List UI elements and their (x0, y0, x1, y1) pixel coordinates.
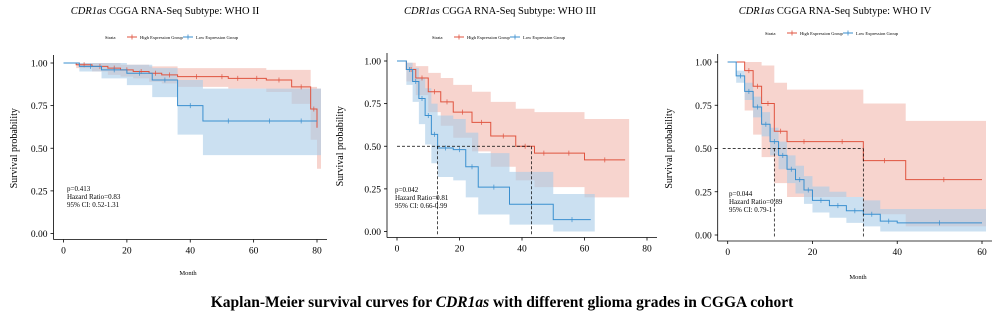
x-tick-label: 40 (892, 248, 902, 258)
stat-annotation-2: 95% CI: 0.79-1 (729, 206, 773, 214)
y-tick-label: 0.50 (695, 145, 712, 155)
y-tick-label: 0.50 (364, 143, 381, 153)
legend-label-low: Low Expression Group (523, 35, 566, 40)
km-curve-high (397, 60, 626, 161)
legend-title: Strata (765, 31, 776, 36)
y-tick-label: 1.00 (695, 59, 712, 69)
x-tick-label: 40 (186, 247, 196, 257)
y-tick-label: 0.25 (364, 185, 381, 195)
ci-band-low (727, 62, 986, 232)
y-tick-label: 0.75 (695, 102, 712, 112)
km-curve-high (63, 62, 318, 128)
legend-label-low: Low Expression Group (196, 35, 239, 40)
stat-annotation-1: Hazard Ratio=0.81 (395, 194, 449, 202)
y-tick-label: 0.00 (695, 232, 712, 242)
y-tick-label: 0.75 (31, 102, 48, 112)
legend: Strata High Expression Group Low Expressio… (105, 34, 239, 40)
panel-title-gene: CDR1as (71, 6, 107, 17)
ci-band-low (63, 63, 321, 156)
x-tick-label: 40 (517, 245, 527, 255)
legend-title: Strata (432, 35, 443, 40)
panel-title-gene: CDR1as (404, 6, 440, 17)
y-tick-label: 1.00 (31, 60, 48, 70)
y-tick-label: 0.75 (364, 100, 381, 110)
panel-title-text: CGGA RNA-Seq Subtype: WHO IV (774, 6, 931, 17)
km-panel-4: CDR1as CGGA RNA-Seq Subtype: WHO IV Strat… (664, 6, 992, 281)
legend-label-low: Low Expression Group (856, 31, 899, 36)
y-axis-label: Survival probability (664, 108, 675, 188)
axes: 0.00 0.25 0.50 0.75 1.00 0 20 40 60 80 Survival pr… (335, 53, 657, 255)
km-panel-3: CDR1as CGGA RNA-Seq Subtype: WHO III Stra… (335, 6, 657, 255)
ci-band-low (397, 61, 595, 232)
legend-title: Strata (105, 35, 116, 40)
legend: Strata High Expression Group Low Expressio… (432, 34, 566, 40)
ci-band-high (727, 62, 986, 227)
stat-annotation-2: 95% CI: 0.52-1.31 (67, 201, 120, 209)
x-tick-label: 0 (725, 248, 730, 258)
y-axis-label: Survival probability (335, 106, 346, 186)
axes: 0.00 0.25 0.50 0.75 1.00 0 20 40 60 Survival prob… (664, 54, 992, 281)
axes: 0.00 0.25 0.50 0.75 1.00 0 20 40 60 80 Survival pr… (9, 55, 327, 277)
x-tick-label: 80 (642, 245, 652, 255)
legend-label-high: High Expression Group (467, 35, 510, 40)
caption-gene: CDR1as (435, 294, 490, 311)
y-tick-label: 0.50 (31, 145, 48, 155)
x-tick-label: 60 (580, 245, 590, 255)
km-curve-low (397, 60, 591, 221)
figure-caption: Kaplan-Meier survival curves for CDR1as … (0, 294, 1004, 312)
y-axis-label: Survival probability (9, 108, 20, 188)
x-tick-label: 60 (977, 248, 987, 258)
stat-annotation-0: p=0.042 (395, 186, 419, 194)
panel-title: CDR1as CGGA RNA-Seq Subtype: WHO III (404, 6, 597, 17)
legend-label-high: High Expression Group (140, 35, 183, 40)
panel-title-text: CGGA RNA-Seq Subtype: WHO II (106, 6, 259, 17)
y-tick-label: 0.25 (695, 188, 712, 198)
y-tick-label: 0.00 (364, 228, 381, 238)
panel-title-text: CGGA RNA-Seq Subtype: WHO III (440, 6, 597, 17)
x-axis-label: Month (849, 274, 867, 281)
stat-annotation-1: Hazard Ratio=0.89 (729, 198, 783, 206)
legend-label-high: High Expression Group (800, 31, 843, 36)
stat-annotation-0: p=0.044 (729, 190, 753, 198)
y-tick-label: 1.00 (364, 58, 381, 68)
panel-title-gene: CDR1as (739, 6, 775, 17)
x-tick-label: 20 (122, 247, 132, 257)
x-axis-label: Month (179, 270, 197, 277)
ci-band-high (397, 61, 630, 198)
x-tick-label: 80 (312, 247, 322, 257)
km-curve-high (727, 61, 982, 181)
stat-annotation-0: p=0.413 (67, 185, 91, 193)
stat-annotation-1: Hazard Ratio=0.83 (67, 193, 121, 201)
legend: Strata High Expression Group Low Expressio… (765, 30, 899, 36)
x-tick-label: 0 (395, 245, 400, 255)
x-tick-label: 20 (808, 248, 818, 258)
figure-canvas: CDR1as CGGA RNA-Seq Subtype: WHO II Strat… (9, 6, 992, 281)
y-tick-label: 0.00 (31, 230, 48, 240)
x-tick-label: 20 (455, 245, 465, 255)
panel-title: CDR1as CGGA RNA-Seq Subtype: WHO II (71, 6, 260, 17)
y-tick-label: 0.25 (31, 187, 48, 197)
x-tick-label: 60 (249, 247, 259, 257)
caption-prefix: Kaplan-Meier survival curves for (210, 294, 436, 311)
x-tick-label: 0 (61, 247, 66, 257)
stat-annotation-2: 95% CI: 0.66-0.99 (395, 202, 448, 210)
km-panel-2: CDR1as CGGA RNA-Seq Subtype: WHO II Strat… (9, 6, 327, 277)
panel-title: CDR1as CGGA RNA-Seq Subtype: WHO IV (739, 6, 932, 17)
caption-suffix: with different glioma grades in CGGA coh… (489, 294, 794, 311)
